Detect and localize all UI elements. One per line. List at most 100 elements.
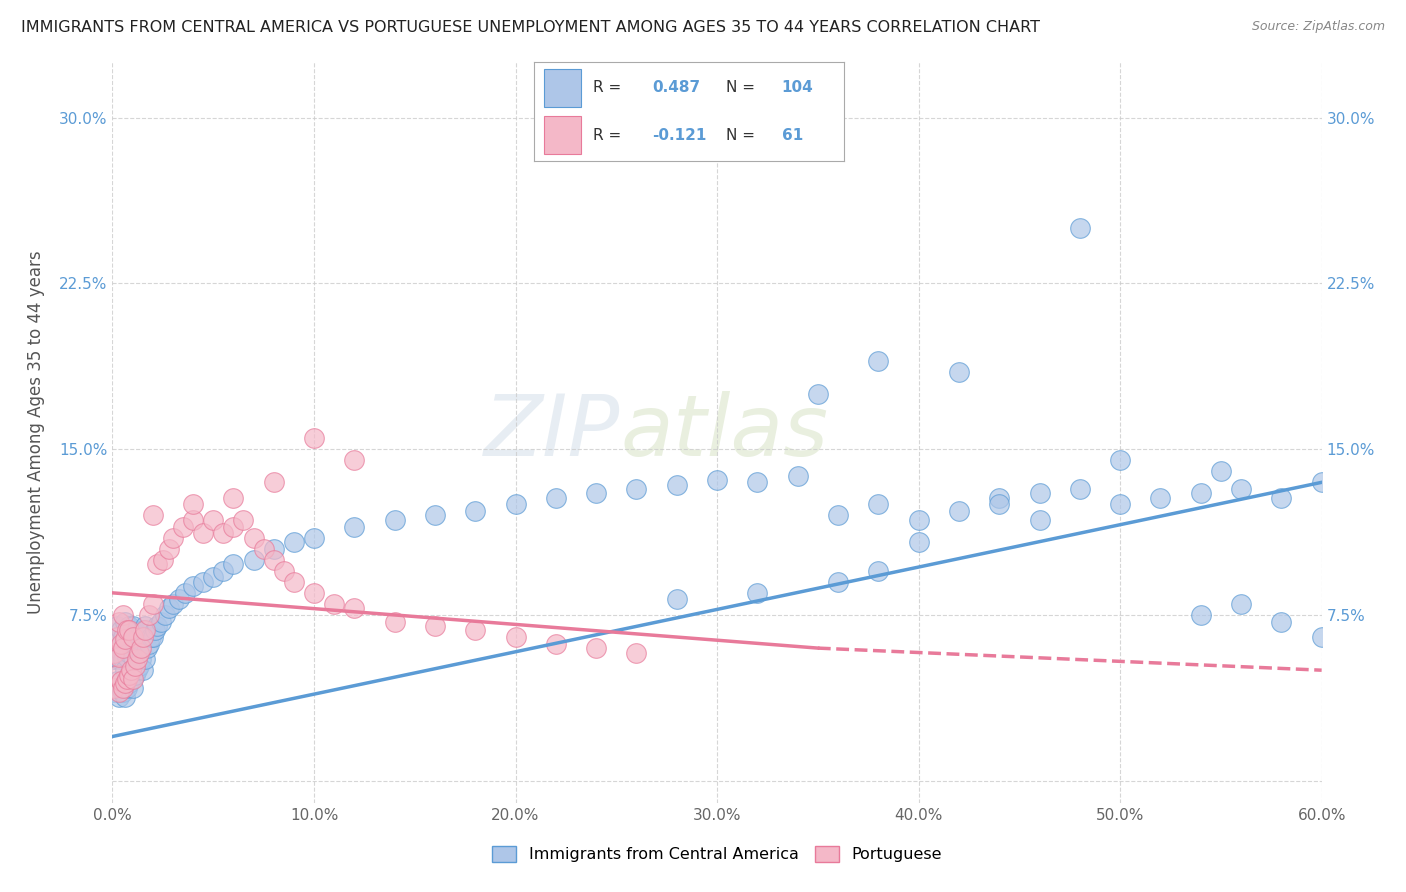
Point xyxy=(107,615,129,629)
Point xyxy=(103,685,125,699)
Point xyxy=(162,597,184,611)
Point xyxy=(115,624,138,638)
Point xyxy=(146,557,169,571)
Point xyxy=(103,681,125,695)
Point xyxy=(167,592,190,607)
Point xyxy=(988,498,1011,512)
Point xyxy=(125,632,148,647)
Point xyxy=(111,630,134,644)
Point xyxy=(111,652,134,666)
Point xyxy=(747,586,769,600)
Point xyxy=(343,453,366,467)
Point xyxy=(1069,221,1091,235)
Legend: Immigrants from Central America, Portuguese: Immigrants from Central America, Portugu… xyxy=(485,839,949,869)
Point xyxy=(121,619,143,633)
Point xyxy=(585,641,607,656)
Point xyxy=(114,637,136,651)
Point xyxy=(202,570,225,584)
Point xyxy=(129,652,152,666)
Point xyxy=(110,681,132,695)
Point xyxy=(1209,464,1232,478)
Point xyxy=(111,607,134,622)
Point xyxy=(132,663,155,677)
Point xyxy=(948,504,970,518)
Point xyxy=(1149,491,1171,505)
Point xyxy=(302,431,325,445)
Point xyxy=(505,498,527,512)
Point xyxy=(142,597,165,611)
Point xyxy=(212,526,235,541)
Point xyxy=(384,615,406,629)
Point xyxy=(544,637,567,651)
Point xyxy=(120,641,142,656)
Point xyxy=(114,663,136,677)
Point xyxy=(114,615,136,629)
Point xyxy=(948,365,970,379)
Point xyxy=(121,630,143,644)
Point xyxy=(114,690,136,704)
Point xyxy=(585,486,607,500)
Point xyxy=(1230,597,1253,611)
Point xyxy=(626,646,648,660)
Point xyxy=(384,513,406,527)
Point xyxy=(827,508,849,523)
Point xyxy=(128,628,150,642)
Text: Source: ZipAtlas.com: Source: ZipAtlas.com xyxy=(1251,20,1385,33)
Point xyxy=(222,557,245,571)
Point xyxy=(121,672,143,686)
Point xyxy=(107,630,129,644)
Point xyxy=(1028,486,1050,500)
Point xyxy=(125,652,148,666)
Point xyxy=(138,607,160,622)
Point xyxy=(115,649,138,664)
Point xyxy=(242,552,264,566)
Text: N =: N = xyxy=(725,128,755,143)
Point xyxy=(263,552,285,566)
Point xyxy=(172,519,194,533)
Point xyxy=(988,491,1011,505)
Y-axis label: Unemployment Among Ages 35 to 44 years: Unemployment Among Ages 35 to 44 years xyxy=(27,251,45,615)
Point xyxy=(117,676,139,690)
Point xyxy=(222,491,245,505)
Point xyxy=(117,624,139,638)
Point xyxy=(114,676,136,690)
Point xyxy=(202,513,225,527)
Point xyxy=(212,564,235,578)
Point xyxy=(283,574,305,589)
Point xyxy=(103,652,125,666)
Point xyxy=(142,630,165,644)
Point xyxy=(134,652,156,666)
Point xyxy=(1270,615,1292,629)
Point xyxy=(191,526,214,541)
Point xyxy=(107,649,129,664)
Point xyxy=(120,672,142,686)
Point xyxy=(1230,482,1253,496)
Text: -0.121: -0.121 xyxy=(652,128,706,143)
Point xyxy=(152,552,174,566)
Point xyxy=(544,491,567,505)
Point xyxy=(142,508,165,523)
Point xyxy=(117,646,139,660)
Bar xyxy=(544,70,581,107)
Point xyxy=(706,144,728,158)
Point xyxy=(242,531,264,545)
Point xyxy=(1310,630,1333,644)
Text: R =: R = xyxy=(593,80,621,95)
Point xyxy=(103,646,125,660)
Point xyxy=(1270,491,1292,505)
Point xyxy=(107,690,129,704)
Point xyxy=(174,586,197,600)
Point xyxy=(626,482,648,496)
Text: IMMIGRANTS FROM CENTRAL AMERICA VS PORTUGUESE UNEMPLOYMENT AMONG AGES 35 TO 44 Y: IMMIGRANTS FROM CENTRAL AMERICA VS PORTU… xyxy=(21,20,1040,35)
Point xyxy=(110,674,132,689)
Point xyxy=(132,630,155,644)
Point xyxy=(105,667,128,681)
Point xyxy=(132,624,155,638)
Point xyxy=(124,637,146,651)
Point xyxy=(157,541,180,556)
Point xyxy=(181,498,204,512)
Bar xyxy=(544,117,581,153)
Point xyxy=(827,574,849,589)
Text: N =: N = xyxy=(725,80,755,95)
Point xyxy=(181,579,204,593)
